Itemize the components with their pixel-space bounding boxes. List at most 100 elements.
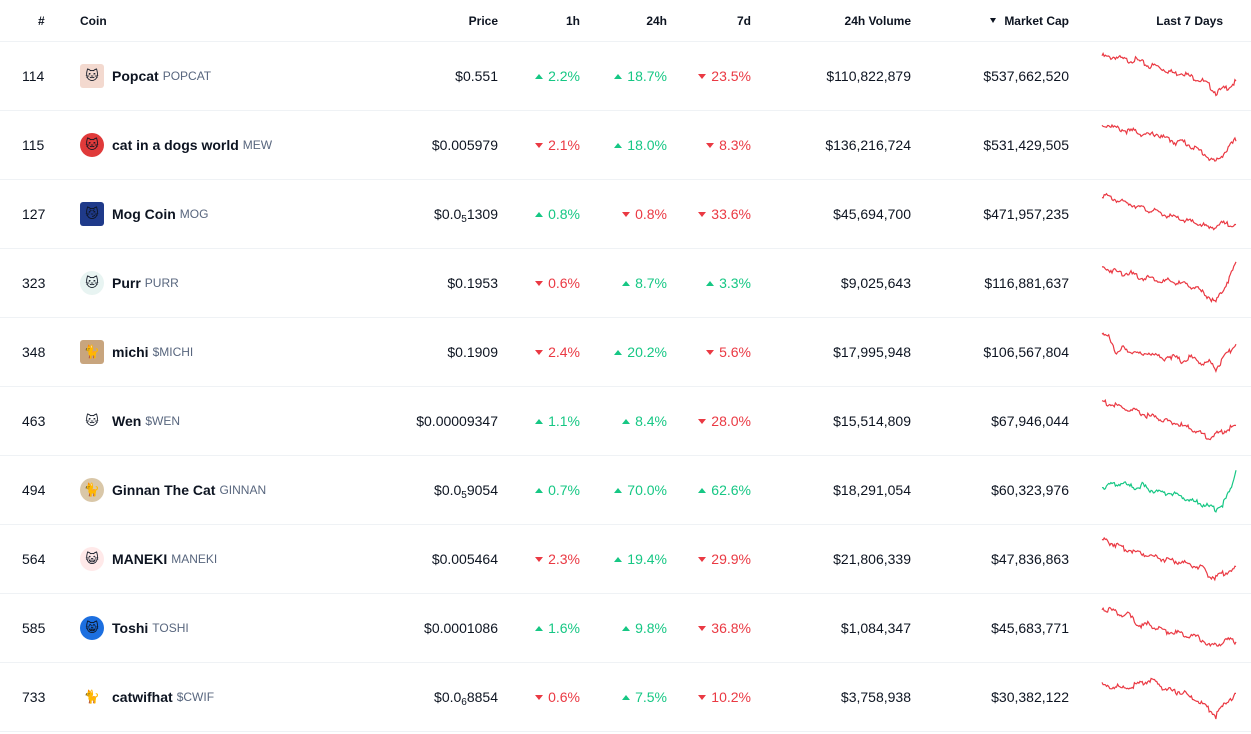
change-7d-value: 23.5% bbox=[711, 68, 751, 84]
caret-down-icon bbox=[535, 350, 544, 355]
coin-price: $0.051309 bbox=[380, 206, 498, 225]
price-zero-count: 5 bbox=[461, 214, 467, 225]
sparkline-7d[interactable] bbox=[1069, 326, 1239, 378]
sparkline-7d[interactable] bbox=[1069, 464, 1239, 516]
coin-symbol: TOSHI bbox=[152, 621, 189, 635]
table-row[interactable]: 494 🐈 Ginnan The Cat GINNAN $0.059054 0.7% 70.… bbox=[0, 456, 1251, 525]
sparkline-7d[interactable] bbox=[1069, 533, 1239, 585]
change-7d-value: 29.9% bbox=[711, 551, 751, 567]
row-rank: 348 bbox=[22, 344, 46, 360]
price-main: $0.0001086 bbox=[424, 620, 498, 636]
coin-name[interactable]: Purr bbox=[112, 275, 141, 291]
coin-symbol: MEW bbox=[242, 138, 273, 152]
sparkline-line bbox=[1101, 536, 1237, 582]
caret-up-icon bbox=[622, 626, 631, 631]
coin-name[interactable]: Ginnan The Cat bbox=[112, 482, 216, 498]
row-rank: 733 bbox=[22, 689, 46, 705]
change-24h: 8.7% bbox=[580, 275, 667, 291]
sparkline-7d[interactable] bbox=[1069, 395, 1239, 447]
table-header: # Coin Price 1h 24h 7d 24h Volume Market… bbox=[0, 0, 1251, 42]
sparkline-7d[interactable] bbox=[1069, 602, 1239, 654]
volume-24h: $9,025,643 bbox=[840, 275, 911, 291]
coin-name[interactable]: catwifhat bbox=[112, 689, 173, 705]
coin-cell[interactable]: 😼 Mog Coin MOG bbox=[80, 202, 380, 226]
change-24h: 20.2% bbox=[580, 344, 667, 360]
coin-cell[interactable]: 🐱 Purr PURR bbox=[80, 271, 380, 295]
price-main: $0.0 bbox=[434, 482, 462, 498]
coin-name[interactable]: MANEKI bbox=[112, 551, 168, 567]
market-cap: $45,683,771 bbox=[991, 620, 1069, 636]
coin-cell[interactable]: 🐈 catwifhat $CWIF bbox=[80, 685, 380, 709]
table-row[interactable]: 114 🐱 Popcat POPCAT $0.551 2.2% 18.7% 23.5% $110… bbox=[0, 42, 1251, 111]
coin-cell[interactable]: 🐱 Popcat POPCAT bbox=[80, 64, 380, 88]
price-digits: 9054 bbox=[466, 482, 498, 498]
maneki-logo-icon: 😺 bbox=[80, 547, 104, 571]
caret-down-icon bbox=[535, 281, 544, 286]
row-rank: 127 bbox=[22, 206, 46, 222]
header-1h[interactable]: 1h bbox=[565, 13, 580, 28]
coin-cell[interactable]: 🐱 cat in a dogs world MEW bbox=[80, 133, 380, 157]
popcat-logo-icon: 🐱 bbox=[80, 64, 104, 88]
coin-cell[interactable]: 🐈 michi $MICHI bbox=[80, 340, 380, 364]
caret-down-icon bbox=[698, 419, 707, 424]
table-row[interactable]: 733 🐈 catwifhat $CWIF $0.068854 0.6% 7.5% 10.2%… bbox=[0, 663, 1251, 732]
row-rank: 494 bbox=[22, 482, 46, 498]
change-24h-value: 9.8% bbox=[635, 620, 667, 636]
volume-24h: $1,084,347 bbox=[840, 620, 911, 636]
table-row[interactable]: 115 🐱 cat in a dogs world MEW $0.005979 2.1% 1… bbox=[0, 111, 1251, 180]
change-7d: 62.6% bbox=[667, 482, 751, 498]
caret-down-icon bbox=[698, 74, 707, 79]
coin-cell[interactable]: 😸 Toshi TOSHI bbox=[80, 616, 380, 640]
sparkline-7d[interactable] bbox=[1069, 257, 1239, 309]
caret-up-icon bbox=[622, 281, 631, 286]
price-main: $0.1909 bbox=[447, 344, 498, 360]
coin-cell[interactable]: 🐈 Ginnan The Cat GINNAN bbox=[80, 478, 380, 502]
coin-cell[interactable]: 🐱 Wen $WEN bbox=[80, 409, 380, 433]
change-7d: 3.3% bbox=[667, 275, 751, 291]
change-1h-value: 2.2% bbox=[548, 68, 580, 84]
coin-price: $0.059054 bbox=[380, 482, 498, 501]
coin-name[interactable]: cat in a dogs world bbox=[112, 137, 239, 153]
table-row[interactable]: 348 🐈 michi $MICHI $0.1909 2.4% 20.2% 5.6% $17,9… bbox=[0, 318, 1251, 387]
caret-down-icon bbox=[698, 212, 707, 217]
sparkline-7d[interactable] bbox=[1069, 188, 1239, 240]
volume-24h: $3,758,938 bbox=[840, 689, 911, 705]
coin-price: $0.1909 bbox=[380, 344, 498, 360]
change-1h: 1.1% bbox=[498, 413, 580, 429]
change-24h-value: 20.2% bbox=[627, 344, 667, 360]
sparkline-7d[interactable] bbox=[1069, 50, 1239, 102]
coin-name[interactable]: michi bbox=[112, 344, 149, 360]
coin-name[interactable]: Wen bbox=[112, 413, 142, 429]
coin-name[interactable]: Toshi bbox=[112, 620, 149, 636]
coin-name[interactable]: Mog Coin bbox=[112, 206, 176, 222]
coin-price: $0.068854 bbox=[380, 689, 498, 708]
header-volume[interactable]: 24h Volume bbox=[844, 13, 911, 28]
change-1h-value: 0.6% bbox=[548, 689, 580, 705]
sparkline-line bbox=[1101, 123, 1237, 162]
coin-name[interactable]: Popcat bbox=[112, 68, 159, 84]
table-row[interactable]: 463 🐱 Wen $WEN $0.00009347 1.1% 8.4% 28.0% $15,5… bbox=[0, 387, 1251, 456]
caret-down-icon bbox=[706, 143, 715, 148]
header-coin[interactable]: Coin bbox=[80, 14, 380, 28]
change-24h-value: 8.4% bbox=[635, 413, 667, 429]
coin-cell[interactable]: 😺 MANEKI MANEKI bbox=[80, 547, 380, 571]
caret-up-icon bbox=[614, 488, 623, 493]
table-row[interactable]: 585 😸 Toshi TOSHI $0.0001086 1.6% 9.8% 36.8% $1,… bbox=[0, 594, 1251, 663]
header-24h[interactable]: 24h bbox=[646, 13, 667, 28]
table-row[interactable]: 564 😺 MANEKI MANEKI $0.005464 2.3% 19.4% 29.9% $… bbox=[0, 525, 1251, 594]
header-price[interactable]: Price bbox=[468, 13, 498, 28]
table-row[interactable]: 323 🐱 Purr PURR $0.1953 0.6% 8.7% 3.3% $9,025,64… bbox=[0, 249, 1251, 318]
change-7d: 5.6% bbox=[667, 344, 751, 360]
sparkline-svg bbox=[1101, 470, 1237, 513]
coin-symbol: POPCAT bbox=[162, 69, 212, 83]
table-row[interactable]: 127 😼 Mog Coin MOG $0.051309 0.8% 0.8% 33.6% $45… bbox=[0, 180, 1251, 249]
sparkline-7d[interactable] bbox=[1069, 119, 1239, 171]
sparkline-svg bbox=[1101, 677, 1236, 720]
sparkline-7d[interactable] bbox=[1069, 671, 1239, 723]
header-rank[interactable]: # bbox=[38, 13, 45, 28]
header-7d[interactable]: 7d bbox=[736, 13, 751, 28]
caret-down-icon bbox=[706, 350, 715, 355]
header-market-cap[interactable]: Market Cap bbox=[911, 14, 1069, 28]
sparkline-svg bbox=[1101, 192, 1237, 231]
caret-up-icon bbox=[614, 350, 623, 355]
